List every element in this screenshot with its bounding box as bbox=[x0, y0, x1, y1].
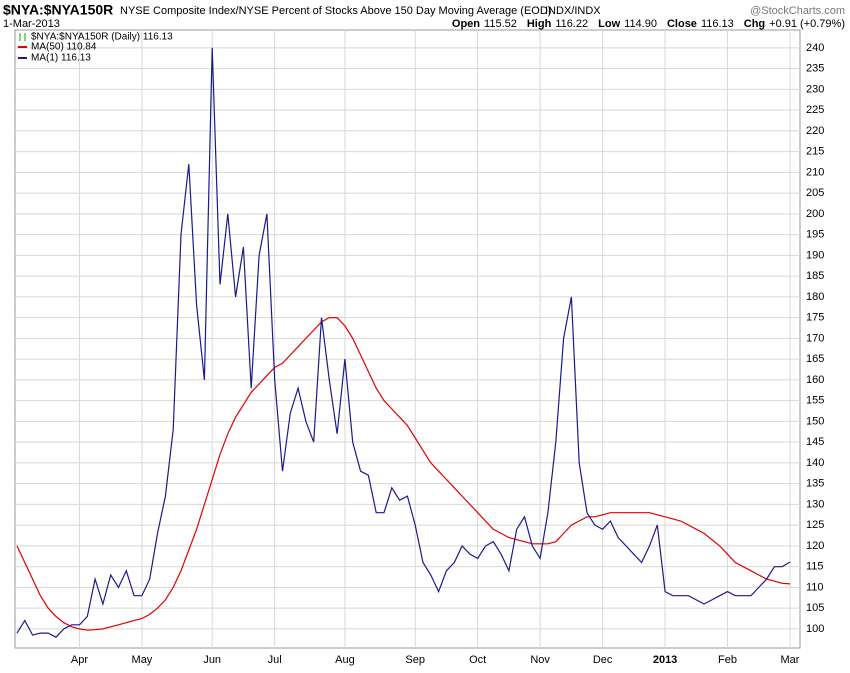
y-tick-label: 190 bbox=[806, 249, 824, 261]
legend-label: MA(1) 116.13 bbox=[31, 53, 91, 64]
quote-value: 116.13 bbox=[701, 18, 734, 30]
y-tick-label: 240 bbox=[806, 42, 824, 54]
y-tick-label: 200 bbox=[806, 208, 824, 220]
y-tick-label: 165 bbox=[806, 353, 824, 365]
x-tick-label: Oct bbox=[469, 654, 486, 666]
y-tick-label: 225 bbox=[806, 104, 824, 116]
plot-frame bbox=[14, 29, 801, 649]
quote-label: Chg bbox=[744, 18, 765, 30]
quote-label: Close bbox=[667, 18, 697, 30]
x-tick-label: 2013 bbox=[653, 654, 677, 666]
y-tick-label: 205 bbox=[806, 187, 824, 199]
y-tick-label: 100 bbox=[806, 623, 824, 635]
quote-value: 116.22 bbox=[555, 18, 588, 30]
x-tick-label: Sep bbox=[405, 654, 425, 666]
quote-value: 115.52 bbox=[484, 18, 517, 30]
y-tick-label: 110 bbox=[806, 581, 824, 593]
quote-label: Open bbox=[452, 18, 480, 30]
y-tick-label: 125 bbox=[806, 519, 824, 531]
y-tick-label: 210 bbox=[806, 166, 824, 178]
y-tick-label: 195 bbox=[806, 229, 824, 241]
x-tick-label: Jul bbox=[268, 654, 282, 666]
quote: Open 115.52 High 116.22 Low 114.90 Close 116.13… bbox=[452, 18, 845, 30]
y-tick-label: 140 bbox=[806, 457, 824, 469]
x-tick-label: Nov bbox=[530, 654, 550, 666]
series-line bbox=[16, 47, 791, 638]
quote-value: +0.91 (+0.79%) bbox=[769, 18, 845, 30]
y-tick-label: 220 bbox=[806, 125, 824, 137]
y-tick-label: 130 bbox=[806, 498, 824, 510]
x-tick-label: Feb bbox=[718, 654, 737, 666]
quote-label: High bbox=[527, 18, 552, 30]
y-tick-label: 175 bbox=[806, 312, 824, 324]
x-tick-label: Apr bbox=[71, 654, 88, 666]
x-tick-label: Dec bbox=[593, 654, 613, 666]
y-tick-label: 145 bbox=[806, 436, 824, 448]
series-line bbox=[16, 317, 791, 631]
y-tick-label: 135 bbox=[806, 478, 824, 490]
brand: @StockCharts.com bbox=[750, 5, 845, 17]
y-tick-label: 170 bbox=[806, 332, 824, 344]
y-tick-label: 185 bbox=[806, 270, 824, 282]
y-tick-label: 235 bbox=[806, 63, 824, 75]
x-tick-label: Jun bbox=[203, 654, 221, 666]
y-tick-label: 155 bbox=[806, 395, 824, 407]
exchange: INDX/INDX bbox=[545, 5, 601, 17]
y-tick-label: 160 bbox=[806, 374, 824, 386]
y-tick-label: 150 bbox=[806, 415, 824, 427]
quote-value: 114.90 bbox=[624, 18, 657, 30]
symbol: $NYA:$NYA150R bbox=[3, 2, 113, 18]
y-tick-label: 115 bbox=[806, 561, 824, 573]
quote-label: Low bbox=[598, 18, 620, 30]
legend-label: $NYA:$NYA150R (Daily) 116.13 bbox=[31, 32, 173, 43]
y-tick-label: 215 bbox=[806, 146, 824, 158]
x-tick-label: Mar bbox=[781, 654, 800, 666]
y-tick-label: 180 bbox=[806, 291, 824, 303]
x-tick-label: Aug bbox=[335, 654, 355, 666]
y-tick-label: 230 bbox=[806, 83, 824, 95]
description: NYSE Composite Index/NYSE Percent of Sto… bbox=[120, 5, 551, 17]
date: 1-Mar-2013 bbox=[3, 18, 60, 30]
legend-label: MA(50) 110.84 bbox=[31, 42, 97, 53]
y-tick-label: 120 bbox=[806, 540, 824, 552]
y-tick-label: 105 bbox=[806, 602, 824, 614]
x-tick-label: May bbox=[132, 654, 153, 666]
